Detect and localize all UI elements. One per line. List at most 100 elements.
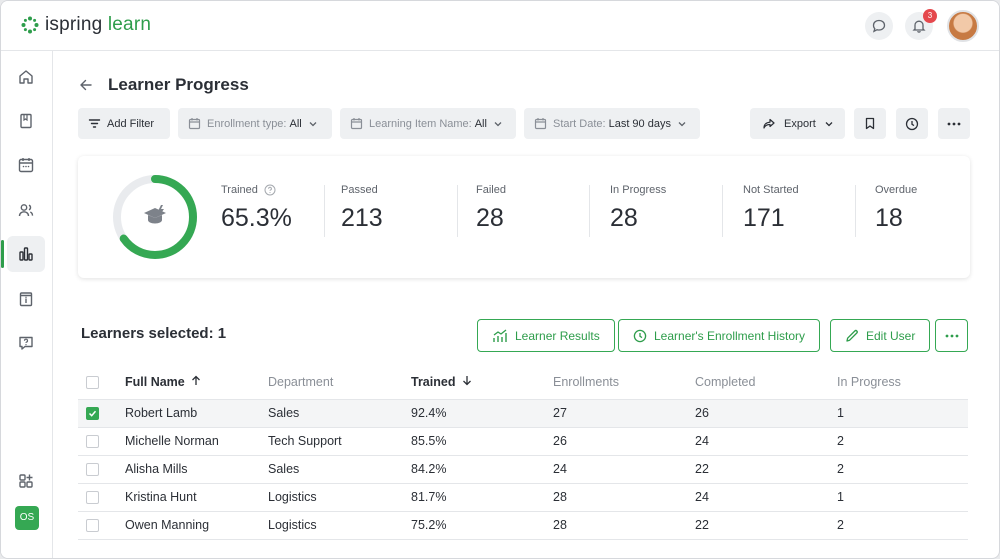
- table-row[interactable]: Kristina Hunt Logistics 81.7% 28 24 1: [78, 484, 968, 512]
- logo-icon: [21, 16, 39, 34]
- cell-name[interactable]: Kristina Hunt: [125, 490, 197, 504]
- cell-enrollments: 28: [553, 518, 567, 532]
- learning-item-filter[interactable]: Learning Item Name: All: [340, 108, 516, 139]
- add-filter-button[interactable]: Add Filter: [78, 108, 170, 139]
- cell-department: Tech Support: [268, 434, 342, 448]
- cell-in-progress: 2: [837, 518, 844, 532]
- bookmark-button[interactable]: [854, 108, 886, 139]
- cell-name[interactable]: Owen Manning: [125, 518, 210, 532]
- enrollment-history-button[interactable]: Learner's Enrollment History: [618, 319, 821, 352]
- stat-overdue: Overdue 18: [875, 184, 917, 233]
- stat-not-started-value: 171: [743, 204, 785, 232]
- add-apps-icon: [19, 474, 33, 488]
- row-checkbox[interactable]: [86, 463, 99, 476]
- book-icon: [20, 113, 32, 129]
- divider: [324, 185, 325, 237]
- divider: [457, 185, 458, 237]
- column-header-department[interactable]: Department: [268, 375, 334, 389]
- calendar-icon: [350, 118, 363, 130]
- more-options-button[interactable]: [938, 108, 970, 139]
- chat-button[interactable]: [865, 12, 893, 40]
- cell-in-progress: 2: [837, 434, 844, 448]
- enrollment-type-filter[interactable]: Enrollment type: All: [178, 108, 332, 139]
- top-bar: ispring learn 3: [1, 1, 999, 51]
- column-header-completed[interactable]: Completed: [695, 375, 756, 389]
- sidebar-item-help[interactable]: [7, 325, 45, 361]
- more-actions-button[interactable]: [935, 319, 968, 352]
- cell-in-progress: 1: [837, 490, 844, 504]
- table-header: Full Name Department Trained Enrollments…: [78, 367, 968, 400]
- start-date-filter[interactable]: Start Date: Last 90 days: [524, 108, 700, 139]
- export-button[interactable]: Export: [750, 108, 845, 139]
- table-row[interactable]: Michelle Norman Tech Support 85.5% 26 24…: [78, 428, 968, 456]
- stat-overdue-value: 18: [875, 204, 903, 232]
- sidebar-item-home[interactable]: [7, 59, 45, 95]
- column-header-in-progress[interactable]: In Progress: [837, 375, 901, 389]
- table-row[interactable]: Alisha Mills Sales 84.2% 24 22 2: [78, 456, 968, 484]
- cell-completed: 22: [695, 462, 709, 476]
- back-button[interactable]: [78, 77, 94, 98]
- sidebar-item-content[interactable]: [7, 103, 45, 139]
- sidebar-item-apps[interactable]: [7, 463, 45, 499]
- pencil-icon: [846, 329, 858, 342]
- calendar-icon: [188, 118, 201, 130]
- sidebar-item-reports[interactable]: [1, 236, 45, 272]
- cell-name[interactable]: Alisha Mills: [125, 462, 188, 476]
- column-header-trained[interactable]: Trained: [411, 375, 472, 389]
- cell-trained: 85.5%: [411, 434, 447, 448]
- stat-in-progress: In Progress 28: [610, 184, 666, 233]
- filter-icon: [88, 119, 101, 128]
- chat-icon: [872, 19, 886, 33]
- calendar-icon: [534, 118, 547, 130]
- notifications-button[interactable]: 3: [905, 9, 937, 40]
- cell-enrollments: 28: [553, 490, 567, 504]
- cell-completed: 24: [695, 490, 709, 504]
- row-checkbox[interactable]: [86, 491, 99, 504]
- learning-item-value: All: [474, 117, 487, 130]
- row-checkbox[interactable]: [86, 519, 99, 532]
- chevron-down-icon: [494, 121, 502, 126]
- table-row[interactable]: Robert Lamb Sales 92.4% 27 26 1: [78, 400, 968, 428]
- stat-in-progress-value: 28: [610, 204, 638, 232]
- help-icon[interactable]: [264, 184, 276, 196]
- column-header-full-name[interactable]: Full Name: [125, 375, 201, 389]
- edit-user-button[interactable]: Edit User: [830, 319, 931, 352]
- learner-results-button[interactable]: Learner Results: [477, 319, 615, 352]
- cell-department: Logistics: [268, 518, 317, 532]
- cell-completed: 26: [695, 406, 709, 420]
- cell-department: Logistics: [268, 490, 317, 504]
- learning-item-label: Learning Item Name:: [369, 117, 472, 130]
- start-date-value: Last 90 days: [608, 117, 671, 130]
- logo[interactable]: ispring learn: [21, 14, 151, 36]
- page-title: Learner Progress: [108, 75, 249, 94]
- sidebar: OS: [1, 51, 53, 558]
- history-button[interactable]: [896, 108, 928, 139]
- sidebar-item-calendar[interactable]: [7, 147, 45, 183]
- cell-name[interactable]: Michelle Norman: [125, 434, 219, 448]
- sidebar-item-info[interactable]: [7, 281, 45, 317]
- table-row[interactable]: Owen Manning Logistics 75.2% 28 22 2: [78, 512, 968, 540]
- arrow-left-icon: [80, 79, 92, 91]
- stat-failed-label: Failed: [476, 184, 506, 196]
- cell-name[interactable]: Robert Lamb: [125, 406, 198, 420]
- row-checkbox[interactable]: [86, 407, 99, 420]
- stat-failed-value: 28: [476, 204, 504, 232]
- cell-enrollments: 24: [553, 462, 567, 476]
- start-date-label: Start Date:: [553, 117, 606, 130]
- learners-table: Full Name Department Trained Enrollments…: [78, 367, 968, 540]
- column-header-enrollments[interactable]: Enrollments: [553, 375, 619, 389]
- user-avatar[interactable]: [947, 10, 979, 42]
- divider: [722, 185, 723, 237]
- cell-in-progress: 2: [837, 462, 844, 476]
- check-icon: [88, 410, 97, 417]
- calendar-icon: [18, 158, 34, 173]
- edit-user-label: Edit User: [866, 328, 916, 343]
- question-icon: [19, 336, 33, 350]
- more-icon: [947, 122, 961, 125]
- row-checkbox[interactable]: [86, 435, 99, 448]
- cell-completed: 22: [695, 518, 709, 532]
- select-all-checkbox[interactable]: [86, 376, 99, 389]
- stat-passed: Passed 213: [341, 184, 383, 233]
- account-switcher[interactable]: OS: [15, 506, 39, 530]
- sidebar-item-users[interactable]: [7, 192, 45, 228]
